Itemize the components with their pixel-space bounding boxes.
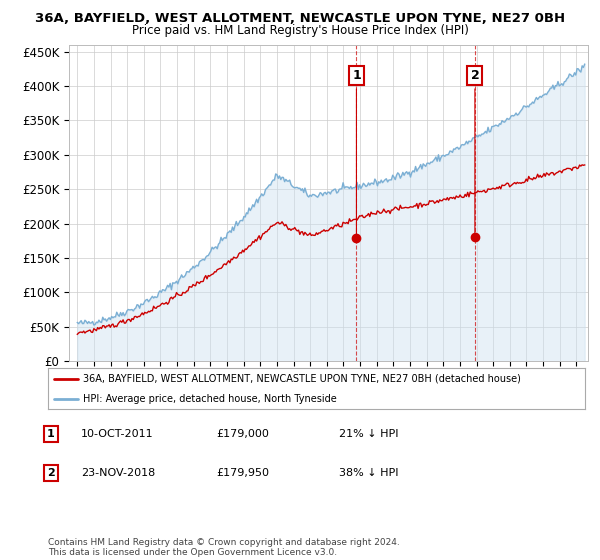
Text: 1: 1 [352, 69, 361, 235]
Text: 23-NOV-2018: 23-NOV-2018 [81, 468, 155, 478]
Text: Contains HM Land Registry data © Crown copyright and database right 2024.
This d: Contains HM Land Registry data © Crown c… [48, 538, 400, 557]
Text: 21% ↓ HPI: 21% ↓ HPI [339, 429, 398, 439]
Text: 10-OCT-2011: 10-OCT-2011 [81, 429, 154, 439]
Text: Price paid vs. HM Land Registry's House Price Index (HPI): Price paid vs. HM Land Registry's House … [131, 24, 469, 37]
Text: 2: 2 [470, 69, 479, 235]
Text: HPI: Average price, detached house, North Tyneside: HPI: Average price, detached house, Nort… [83, 394, 337, 404]
Text: 2: 2 [47, 468, 55, 478]
Text: 36A, BAYFIELD, WEST ALLOTMENT, NEWCASTLE UPON TYNE, NE27 0BH: 36A, BAYFIELD, WEST ALLOTMENT, NEWCASTLE… [35, 12, 565, 25]
Text: 1: 1 [47, 429, 55, 439]
Text: 36A, BAYFIELD, WEST ALLOTMENT, NEWCASTLE UPON TYNE, NE27 0BH (detached house): 36A, BAYFIELD, WEST ALLOTMENT, NEWCASTLE… [83, 374, 521, 384]
Text: £179,000: £179,000 [216, 429, 269, 439]
Text: £179,950: £179,950 [216, 468, 269, 478]
Text: 38% ↓ HPI: 38% ↓ HPI [339, 468, 398, 478]
